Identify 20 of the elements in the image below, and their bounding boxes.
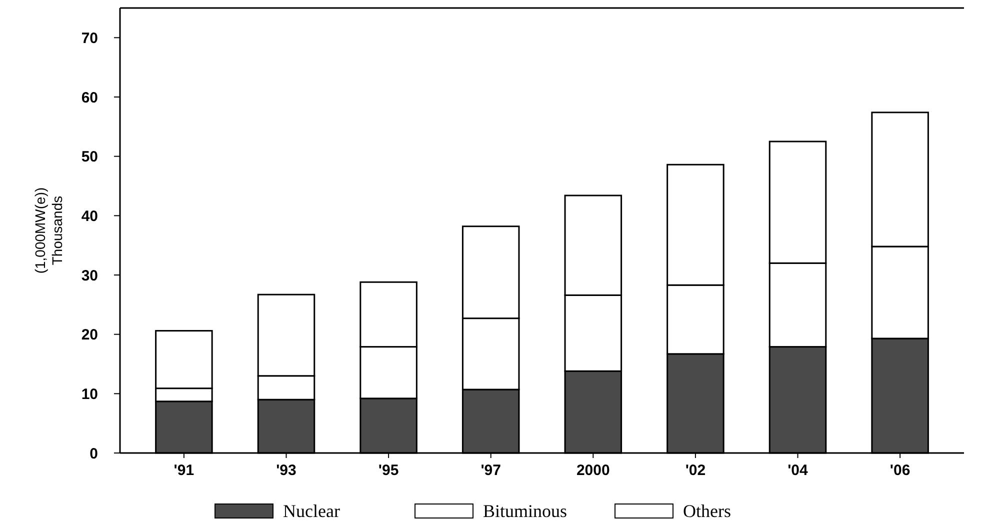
y-tick-label: 0: [90, 445, 98, 462]
y-tick-label: 70: [81, 30, 98, 47]
y-tick-label: 20: [81, 326, 98, 344]
y-tick-label: 10: [81, 386, 98, 403]
y-tick-label: 40: [81, 208, 98, 225]
x-tick-label: '93: [276, 462, 296, 479]
y-axis-title: (1,000MW(e)) Thousands: [32, 187, 65, 274]
y-tick-label: 30: [81, 267, 98, 284]
x-tick-label: '91: [174, 462, 194, 479]
x-tick-label: '04: [788, 462, 809, 479]
x-tick-label: '02: [685, 462, 706, 479]
x-tick-label: '06: [890, 462, 910, 479]
legend-label: Others: [683, 501, 731, 521]
x-tick-label: 2000: [576, 462, 610, 479]
y-tick-label: 60: [81, 89, 98, 106]
legend-label: Bituminous: [483, 501, 568, 521]
x-tick-label: '97: [480, 462, 501, 479]
x-tick-label: '95: [378, 462, 399, 479]
legend-label: Nuclear: [283, 501, 340, 521]
y-tick-label: 50: [81, 148, 98, 166]
